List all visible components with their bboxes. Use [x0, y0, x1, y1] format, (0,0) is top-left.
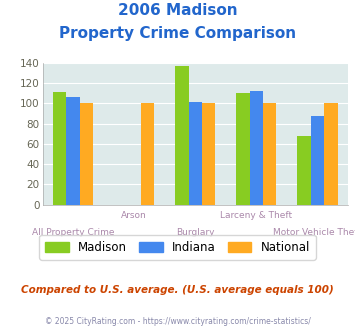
Bar — [53, 92, 66, 205]
Text: 2006 Madison: 2006 Madison — [118, 3, 237, 18]
Bar — [324, 103, 338, 205]
Text: Arson: Arson — [121, 211, 147, 220]
Text: Property Crime Comparison: Property Crime Comparison — [59, 26, 296, 41]
Text: © 2025 CityRating.com - https://www.cityrating.com/crime-statistics/: © 2025 CityRating.com - https://www.city… — [45, 317, 310, 326]
Bar — [236, 93, 250, 205]
Bar — [202, 103, 215, 205]
Bar — [311, 116, 324, 205]
Bar — [80, 103, 93, 205]
Text: Larceny & Theft: Larceny & Theft — [220, 211, 293, 220]
Bar — [66, 97, 80, 205]
Text: All Property Crime: All Property Crime — [32, 228, 114, 237]
Bar — [189, 102, 202, 205]
Bar — [175, 66, 189, 205]
Text: Burglary: Burglary — [176, 228, 214, 237]
Text: Compared to U.S. average. (U.S. average equals 100): Compared to U.S. average. (U.S. average … — [21, 285, 334, 295]
Text: Motor Vehicle Theft: Motor Vehicle Theft — [273, 228, 355, 237]
Legend: Madison, Indiana, National: Madison, Indiana, National — [39, 235, 316, 260]
Bar — [297, 136, 311, 205]
Bar — [250, 91, 263, 205]
Bar — [141, 103, 154, 205]
Bar — [263, 103, 277, 205]
